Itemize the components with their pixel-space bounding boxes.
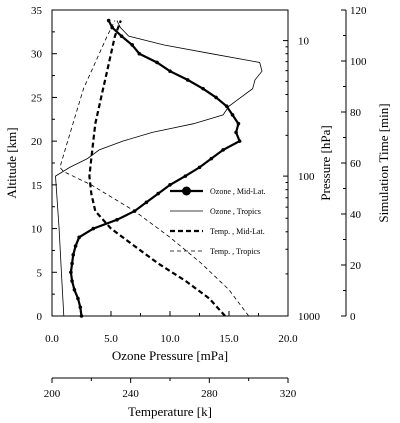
- time-tick-label: 120: [350, 5, 367, 17]
- series-point: [70, 279, 74, 283]
- legend-label-3: Temp. , Mid-Lat.: [210, 227, 265, 236]
- series-point: [209, 156, 214, 161]
- time-tick-label: 40: [350, 209, 362, 221]
- pressure-tick-label: 1000: [298, 311, 321, 323]
- series-point: [119, 34, 124, 39]
- y-axis-ticks: 0 5 10 15 20 25 30 35: [31, 5, 57, 323]
- y-tick-label: 0: [37, 311, 43, 323]
- series-point: [73, 244, 78, 248]
- y-tick-label: 10: [31, 224, 43, 236]
- series-point: [183, 174, 188, 178]
- time-tick-label: 20: [350, 260, 362, 272]
- series-point: [214, 95, 218, 100]
- temperature-axis: 200 240 280 320: [44, 377, 297, 400]
- x-tick-label: 5.0: [104, 333, 118, 345]
- series-point: [230, 113, 235, 117]
- temperature-tick-label: 200: [44, 388, 61, 400]
- y-tick-label: 5: [37, 267, 43, 279]
- legend-marker: [182, 186, 191, 196]
- pressure-axis-title: Pressure [hPa]: [318, 125, 333, 200]
- series-point: [197, 165, 202, 170]
- series-point: [156, 191, 160, 196]
- series-point: [76, 296, 80, 301]
- x-tick-label: 0.0: [45, 333, 59, 345]
- series-point: [106, 18, 111, 23]
- series-point: [91, 226, 96, 231]
- y-tick-label: 20: [31, 136, 43, 148]
- time-axis: 0 20 40 60 80 100 120: [341, 5, 367, 323]
- series-point: [71, 253, 76, 257]
- y-axis-title: Altitude [km]: [4, 127, 19, 198]
- x-tick-label: 20.0: [278, 333, 298, 345]
- time-tick-label: 0: [350, 311, 356, 323]
- temperature-tick-label: 240: [122, 388, 139, 400]
- series-point: [221, 148, 225, 152]
- legend-label-1: Ozone , Mid-Lat.: [210, 187, 266, 196]
- series-point: [236, 121, 241, 126]
- x-axis-ticks: 0.0 5.0 10.0 15.0 20.0: [45, 311, 298, 345]
- y-tick-label: 30: [31, 49, 43, 61]
- series-point: [237, 139, 242, 143]
- series-point: [185, 78, 190, 82]
- series-point: [130, 43, 135, 47]
- series-line-1: [69, 19, 241, 317]
- x-tick-label: 15.0: [219, 333, 239, 345]
- x-tick-label: 10.0: [160, 333, 180, 345]
- series-line-3: [88, 20, 226, 317]
- legend-label-2: Ozone , Tropics: [210, 207, 261, 216]
- x-axis-title: Ozone Pressure [mPa]: [112, 348, 228, 363]
- time-tick-label: 80: [350, 107, 362, 119]
- series-point: [168, 183, 172, 187]
- series-point: [224, 104, 229, 108]
- series-point: [144, 200, 149, 205]
- pressure-tick-label: 100: [298, 171, 315, 183]
- y-tick-label: 35: [31, 5, 43, 17]
- pressure-tick-label: 10: [298, 36, 310, 48]
- legend-label-4: Temp. , Tropics: [210, 247, 260, 256]
- time-axis-title: Simulation Time [min]: [376, 103, 391, 222]
- series-point: [234, 130, 238, 135]
- series-point: [69, 270, 73, 275]
- series-layer: [55, 18, 263, 318]
- series-line-2: [55, 20, 263, 317]
- pressure-axis-ticks: 1000 100 10: [283, 36, 321, 323]
- temperature-tick-label: 320: [280, 388, 297, 400]
- series-point: [137, 51, 142, 56]
- series-point: [110, 25, 114, 30]
- series-point: [72, 287, 77, 292]
- series-point: [115, 218, 119, 222]
- series-point: [77, 235, 81, 240]
- legend: Ozone , Mid-Lat. Ozone , Tropics Temp. , M…: [170, 186, 266, 256]
- series-point: [168, 69, 172, 73]
- temperature-axis-title: Temperature [k]: [128, 404, 212, 419]
- time-tick-label: 60: [350, 158, 362, 170]
- series-point: [201, 86, 205, 91]
- series-point: [70, 261, 74, 266]
- series-line-4: [59, 20, 250, 317]
- time-tick-label: 100: [350, 56, 367, 68]
- series-point: [78, 305, 83, 310]
- series-point: [155, 60, 159, 65]
- y-tick-label: 15: [31, 180, 43, 192]
- temperature-tick-label: 280: [201, 388, 218, 400]
- y-tick-label: 25: [31, 92, 43, 104]
